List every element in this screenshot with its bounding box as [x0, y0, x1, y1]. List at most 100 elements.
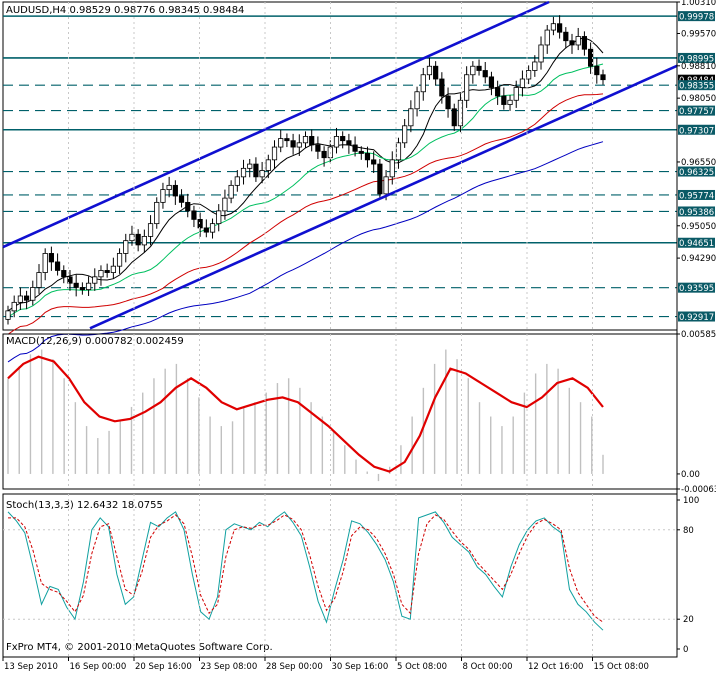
candlestick[interactable]: [191, 210, 197, 220]
candlestick[interactable]: [445, 95, 451, 110]
candlestick[interactable]: [61, 270, 67, 278]
candlestick[interactable]: [532, 61, 538, 71]
candlestick[interactable]: [544, 29, 550, 46]
candlestick[interactable]: [389, 159, 395, 178]
candlestick[interactable]: [333, 136, 340, 148]
candlestick[interactable]: [5, 310, 11, 320]
candlestick[interactable]: [48, 253, 54, 263]
candlestick[interactable]: [600, 74, 606, 81]
candlestick[interactable]: [575, 36, 581, 46]
candlestick[interactable]: [457, 99, 464, 127]
candlestick[interactable]: [482, 70, 488, 78]
moving-average-line[interactable]: [7, 93, 604, 335]
candlestick[interactable]: [73, 282, 79, 288]
trend-channel-line[interactable]: [89, 64, 678, 330]
candlestick[interactable]: [526, 70, 532, 80]
macd-panel[interactable]: 0.00585 0.00 -0.00063: [2, 330, 716, 495]
candlestick[interactable]: [11, 301, 17, 312]
price-panel[interactable]: 0.999780.989950.984840.983550.977570.973…: [2, 0, 716, 363]
candlestick[interactable]: [408, 108, 414, 127]
candlestick[interactable]: [67, 276, 73, 284]
candlestick[interactable]: [501, 95, 507, 105]
candlestick[interactable]: [92, 276, 98, 284]
candlestick[interactable]: [433, 65, 439, 80]
candlestick[interactable]: [23, 295, 30, 301]
candlestick[interactable]: [296, 142, 302, 148]
candlestick[interactable]: [278, 138, 284, 148]
candlestick[interactable]: [377, 163, 383, 195]
candlestick[interactable]: [402, 125, 408, 144]
candlestick[interactable]: [420, 74, 426, 93]
candlestick[interactable]: [476, 65, 482, 71]
candlestick[interactable]: [594, 65, 600, 76]
candlestick[interactable]: [197, 218, 203, 229]
candlestick[interactable]: [141, 236, 147, 246]
candlestick[interactable]: [358, 150, 364, 154]
candlestick[interactable]: [116, 253, 123, 267]
candlestick[interactable]: [557, 23, 563, 33]
candlestick[interactable]: [234, 176, 240, 186]
candlestick[interactable]: [271, 146, 278, 161]
candlestick[interactable]: [383, 176, 389, 195]
candlestick[interactable]: [123, 240, 129, 254]
candlestick[interactable]: [228, 184, 234, 199]
candlestick[interactable]: [563, 31, 569, 42]
candlestick[interactable]: [290, 140, 296, 148]
candlestick[interactable]: [240, 167, 247, 178]
candlestick[interactable]: [253, 163, 259, 178]
stochastic-signal-line[interactable]: [8, 514, 604, 623]
candlestick[interactable]: [98, 270, 104, 278]
stochastic-main-line[interactable]: [7, 511, 604, 631]
candlestick[interactable]: [488, 76, 495, 88]
candlestick[interactable]: [364, 153, 371, 161]
candlestick[interactable]: [42, 253, 48, 273]
candlestick[interactable]: [216, 210, 222, 225]
candlestick[interactable]: [284, 138, 290, 142]
candlestick[interactable]: [495, 87, 501, 97]
candlestick[interactable]: [178, 195, 185, 203]
candlestick[interactable]: [172, 184, 178, 197]
candlestick[interactable]: [414, 91, 420, 110]
candlestick[interactable]: [247, 163, 253, 169]
candlestick[interactable]: [209, 223, 216, 233]
candlestick[interactable]: [346, 140, 352, 146]
candlestick[interactable]: [147, 223, 154, 237]
candlestick[interactable]: [166, 184, 172, 191]
candlestick[interactable]: [104, 270, 110, 273]
candlestick[interactable]: [507, 99, 513, 105]
candlestick[interactable]: [185, 201, 191, 212]
candlestick[interactable]: [451, 108, 457, 127]
macd-signal-line[interactable]: [7, 355, 604, 473]
candlestick[interactable]: [135, 233, 141, 246]
moving-average-line[interactable]: [7, 141, 604, 363]
candlestick[interactable]: [85, 282, 92, 290]
candlestick[interactable]: [17, 295, 23, 303]
candlestick[interactable]: [265, 159, 271, 171]
candlestick[interactable]: [54, 261, 61, 271]
candlestick[interactable]: [154, 201, 160, 225]
candlestick[interactable]: [395, 142, 402, 161]
candlestick[interactable]: [352, 144, 358, 152]
candlestick[interactable]: [259, 170, 265, 178]
candlestick[interactable]: [550, 23, 557, 31]
candlestick[interactable]: [439, 78, 445, 97]
candlestick[interactable]: [302, 136, 309, 144]
candlestick[interactable]: [160, 189, 166, 203]
candlestick[interactable]: [513, 87, 519, 101]
stochastic-panel[interactable]: 100 80 20 0: [2, 493, 699, 658]
candlestick[interactable]: [581, 36, 588, 50]
candlestick[interactable]: [519, 78, 526, 88]
candlestick[interactable]: [79, 287, 85, 290]
candlestick[interactable]: [222, 197, 228, 212]
candlestick[interactable]: [315, 144, 321, 152]
candlestick[interactable]: [129, 233, 135, 242]
candlestick[interactable]: [36, 272, 42, 288]
candlestick[interactable]: [30, 287, 36, 301]
candlestick[interactable]: [309, 136, 315, 146]
candlestick[interactable]: [340, 136, 346, 142]
candlestick[interactable]: [321, 150, 327, 159]
candlestick[interactable]: [203, 227, 209, 233]
candlestick[interactable]: [426, 65, 433, 76]
candlestick[interactable]: [371, 159, 377, 165]
